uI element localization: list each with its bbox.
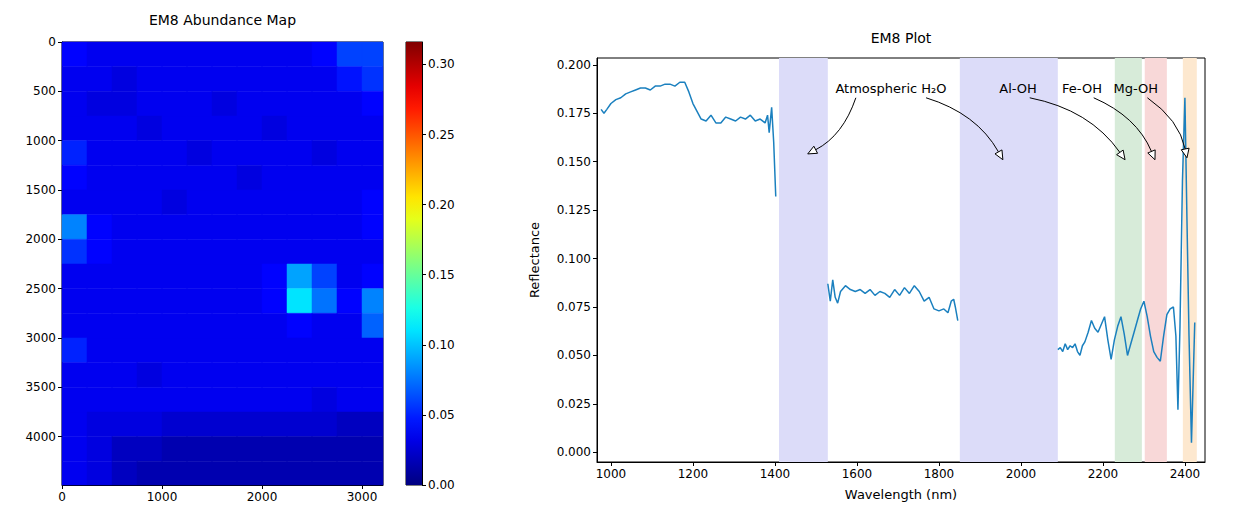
svg-text:0.000: 0.000 [557,445,591,459]
svg-text:0.075: 0.075 [557,300,591,314]
svg-text:Mg-OH: Mg-OH [1113,81,1158,96]
svg-text:2000: 2000 [247,490,278,504]
svg-text:0.30: 0.30 [428,57,455,71]
svg-text:0.100: 0.100 [557,252,591,266]
svg-text:Fe-OH: Fe-OH [1062,81,1102,96]
svg-text:2000: 2000 [25,232,56,246]
svg-text:0.15: 0.15 [428,268,455,282]
svg-text:EM8 Plot: EM8 Plot [871,30,932,46]
svg-text:4000: 4000 [25,430,56,444]
svg-text:Al-OH: Al-OH [999,81,1037,96]
svg-text:1800: 1800 [924,467,955,481]
svg-text:0.125: 0.125 [557,203,591,217]
svg-text:0.05: 0.05 [428,408,455,422]
svg-text:0.050: 0.050 [557,348,591,362]
svg-text:0.20: 0.20 [428,198,455,212]
svg-text:3000: 3000 [347,490,378,504]
svg-text:1500: 1500 [25,183,56,197]
svg-text:1200: 1200 [678,467,709,481]
svg-text:1400: 1400 [760,467,791,481]
svg-text:1600: 1600 [842,467,873,481]
svg-text:0.175: 0.175 [557,106,591,120]
svg-text:3000: 3000 [25,331,56,345]
svg-text:1000: 1000 [147,490,178,504]
svg-text:500: 500 [33,84,56,98]
svg-text:2500: 2500 [25,282,56,296]
svg-text:2200: 2200 [1088,467,1119,481]
svg-text:0.00: 0.00 [428,478,455,492]
svg-text:3500: 3500 [25,380,56,394]
svg-text:0.200: 0.200 [557,58,591,72]
svg-text:0: 0 [48,35,56,49]
svg-text:0: 0 [58,490,66,504]
svg-text:Wavelength (nm): Wavelength (nm) [845,487,957,502]
svg-text:1000: 1000 [25,134,56,148]
svg-text:0.10: 0.10 [428,338,455,352]
svg-text:0.150: 0.150 [557,155,591,169]
svg-text:Atmospheric H₂O: Atmospheric H₂O [835,81,946,96]
svg-text:0.25: 0.25 [428,128,455,142]
svg-text:EM8 Abundance Map: EM8 Abundance Map [149,12,296,28]
svg-text:1000: 1000 [596,467,627,481]
svg-text:Reflectance: Reflectance [527,222,542,298]
svg-text:2400: 2400 [1170,467,1201,481]
svg-text:0.025: 0.025 [557,397,591,411]
svg-text:2000: 2000 [1006,467,1037,481]
